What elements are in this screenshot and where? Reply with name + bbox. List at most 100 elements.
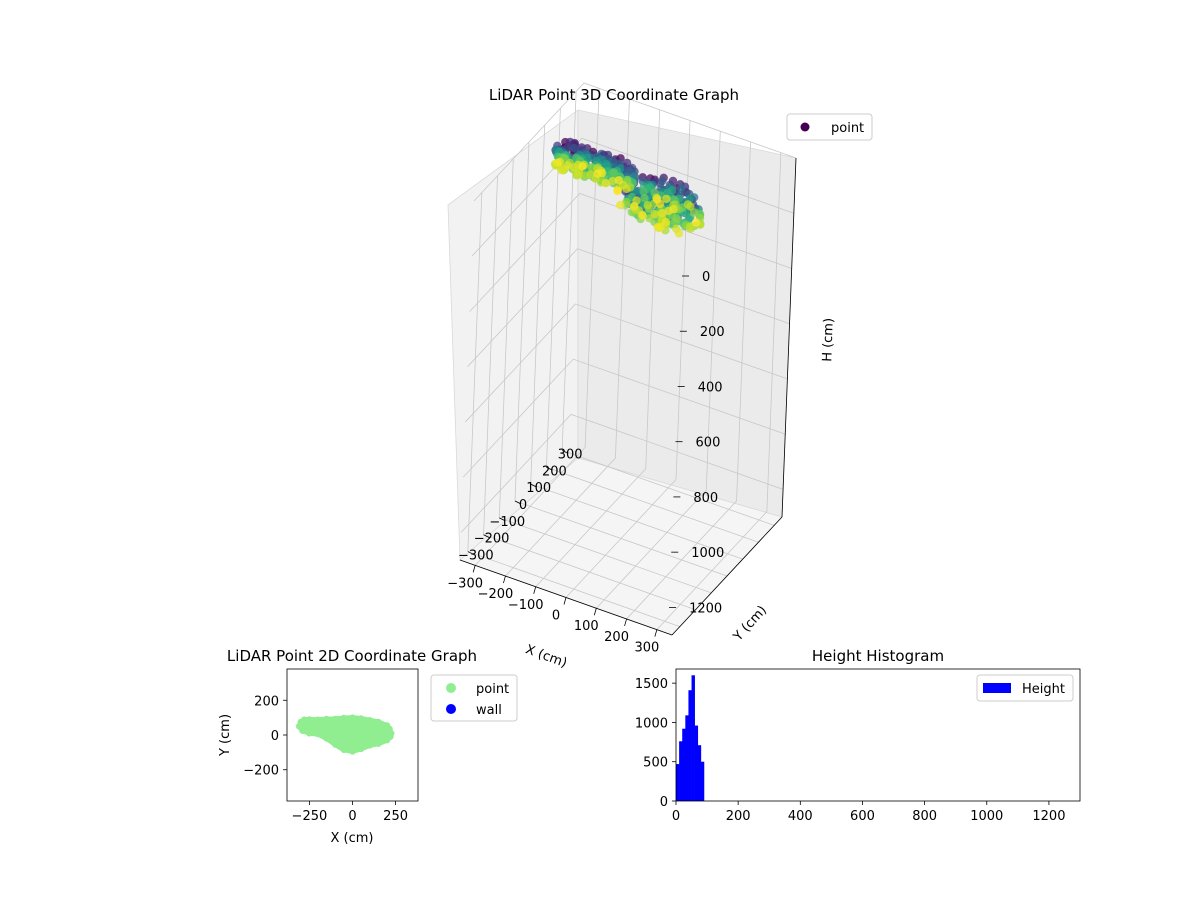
points-3d bbox=[550, 137, 705, 238]
histogram: 0 200 400 600 800 1000 1200 0 500 1000 1500 Height… bbox=[635, 647, 1081, 824]
x-tick-3d bbox=[563, 597, 567, 605]
x-tick-label-3d: 100 bbox=[574, 619, 599, 634]
point-3d bbox=[614, 176, 624, 185]
ticks-3d: −300−200−1000100200300−300−200−100010020… bbox=[447, 270, 724, 656]
point-3d bbox=[601, 179, 610, 188]
point-3d bbox=[661, 217, 671, 227]
z-tick-label-3d: 600 bbox=[696, 436, 721, 451]
point-3d bbox=[672, 214, 681, 223]
point-2d bbox=[349, 714, 356, 721]
x-tick-label-3d: −100 bbox=[508, 598, 544, 613]
y-tick-3d bbox=[514, 500, 522, 505]
y-tick-label-3d: −200 bbox=[474, 532, 510, 547]
grid-line-x bbox=[474, 88, 600, 566]
y-tick-label-3d: 200 bbox=[542, 464, 567, 479]
x-tick-3d bbox=[472, 565, 476, 573]
x-tick-label-histogram: 0 bbox=[672, 809, 680, 824]
y-tick-label-histogram: 0 bbox=[660, 795, 668, 810]
point-2d bbox=[357, 715, 365, 722]
point-3d bbox=[677, 183, 686, 193]
point-3d bbox=[639, 187, 648, 196]
x-tick-3d bbox=[624, 618, 627, 627]
y-axis-label-2d: Y (cm) bbox=[218, 714, 233, 757]
y-tick-label-histogram: 1500 bbox=[635, 677, 668, 692]
chart-title-2d: LiDAR Point 2D Coordinate Graph bbox=[227, 647, 477, 665]
y-tick-label-2d: 200 bbox=[254, 694, 279, 709]
grid-line-z bbox=[462, 358, 786, 478]
plot-3d: −300−200−1000100200300−300−200−100010020… bbox=[447, 82, 873, 671]
plot-2d: −250 0 250 −200 0 200 LiDAR Point 2D Coordina… bbox=[218, 647, 518, 846]
z-axis-label-3d: H (cm) bbox=[820, 318, 837, 362]
point-3d bbox=[578, 162, 587, 171]
y-tick-3d bbox=[530, 483, 537, 488]
point-2d bbox=[366, 717, 373, 724]
y-tick-label-histogram: 500 bbox=[643, 756, 668, 771]
x-tick-label-histogram: 200 bbox=[726, 809, 751, 824]
point-2d bbox=[314, 730, 322, 738]
z-tick-label-3d: 0 bbox=[702, 270, 710, 285]
legend-2d: point wall bbox=[430, 674, 518, 722]
x-tick-label-3d: −300 bbox=[447, 576, 483, 591]
histogram-ticks: 0 200 400 600 800 1000 1200 0 500 1000 1500 bbox=[635, 677, 1066, 824]
legend-histogram: Height bbox=[976, 674, 1074, 702]
grid-line-x bbox=[505, 99, 630, 577]
point-2d bbox=[299, 727, 306, 734]
y-tick-label-3d: −100 bbox=[489, 515, 525, 530]
x-tick-label-3d: 200 bbox=[604, 630, 629, 645]
point-3d bbox=[640, 194, 649, 203]
point-2d bbox=[332, 715, 339, 723]
legend-3d-box bbox=[786, 113, 873, 141]
x-tick-3d bbox=[533, 586, 537, 594]
point-3d bbox=[653, 223, 662, 232]
point-3d bbox=[662, 194, 671, 204]
point-3d bbox=[664, 206, 673, 216]
grid-line-z bbox=[467, 248, 790, 367]
y-tick-3d bbox=[546, 466, 553, 471]
y-tick-label-3d: −300 bbox=[458, 549, 494, 564]
legend-2d-marker-wall bbox=[446, 704, 456, 714]
grid-line-z bbox=[469, 192, 792, 312]
histogram-bar bbox=[691, 675, 695, 801]
legend-histogram-label: Height bbox=[1022, 682, 1065, 697]
x-axis-label-2d: X (cm) bbox=[331, 831, 374, 846]
point-3d bbox=[621, 200, 631, 210]
y-tick-label-3d: 100 bbox=[526, 481, 551, 496]
point-3d bbox=[630, 201, 639, 211]
x-tick-label-histogram: 800 bbox=[912, 809, 937, 824]
z-tick-label-3d: 200 bbox=[700, 325, 725, 340]
y-tick-label-histogram: 1000 bbox=[635, 716, 668, 731]
point-cloud-2d-dots bbox=[295, 714, 395, 755]
point-2d bbox=[366, 742, 373, 749]
point-2d bbox=[332, 741, 339, 748]
point-3d bbox=[593, 169, 602, 178]
point-2d bbox=[295, 723, 303, 730]
point-3d bbox=[569, 163, 579, 172]
x-tick-label-3d: −200 bbox=[478, 587, 514, 602]
x-tick-label-2d: −250 bbox=[292, 809, 328, 824]
y-tick-label-3d: 0 bbox=[519, 498, 527, 513]
point-2d bbox=[306, 730, 313, 737]
x-tick-3d bbox=[503, 575, 506, 584]
legend-histogram-box bbox=[976, 674, 1074, 702]
histogram-bar bbox=[697, 745, 702, 801]
x-tick-label-3d: 0 bbox=[552, 609, 560, 624]
point-3d bbox=[609, 168, 618, 177]
point-2d bbox=[340, 714, 348, 722]
histogram-bar bbox=[694, 725, 699, 801]
point-3d bbox=[573, 171, 583, 180]
legend-3d-label: point bbox=[831, 121, 864, 136]
histogram-bar bbox=[682, 728, 686, 801]
x-tick-label-histogram: 1200 bbox=[1032, 809, 1065, 824]
point-3d bbox=[657, 208, 667, 218]
y-tick-3d bbox=[467, 551, 475, 555]
ticks-2d: −250 0 250 −200 0 200 bbox=[243, 694, 408, 824]
point-3d bbox=[643, 201, 652, 210]
x-tick-3d bbox=[593, 608, 597, 616]
histogram-bar bbox=[679, 741, 683, 801]
point-3d bbox=[686, 202, 695, 211]
x-tick-label-2d: 250 bbox=[383, 809, 408, 824]
z-axis-line bbox=[781, 157, 797, 518]
histogram-bar bbox=[700, 761, 705, 801]
legend-3d-marker bbox=[800, 122, 810, 132]
